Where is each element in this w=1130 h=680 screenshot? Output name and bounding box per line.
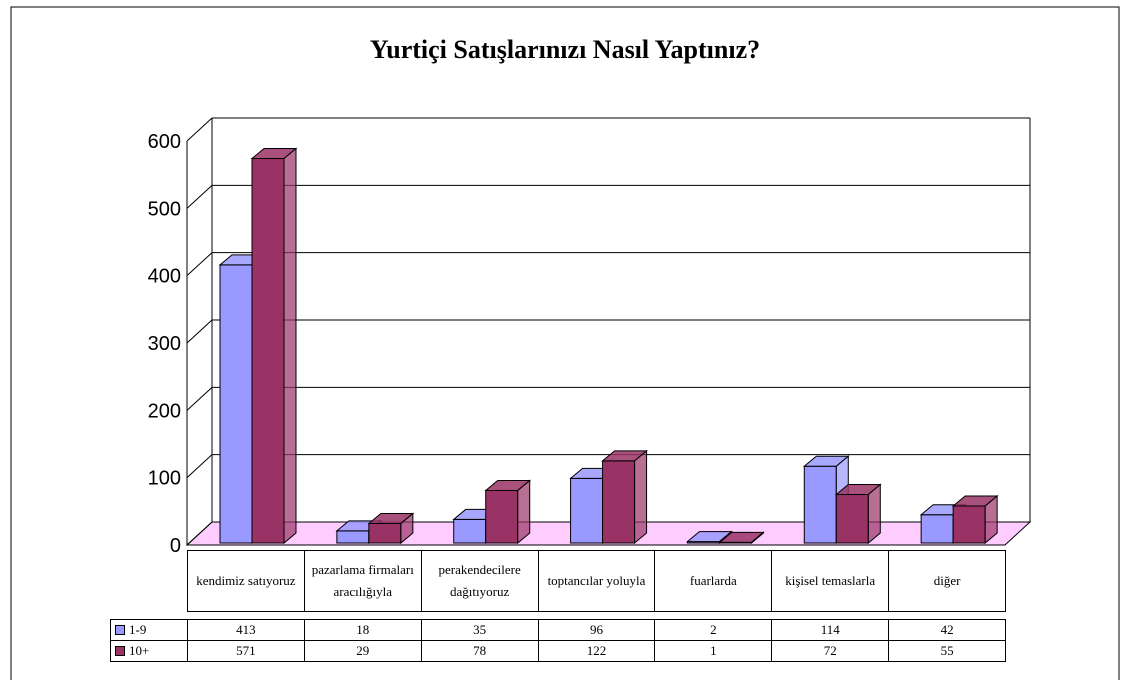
cell-text: pazarlama firmaları aracılığıyla	[311, 562, 414, 599]
y-tick-label: 100	[148, 468, 181, 490]
grid-line-side	[186, 319, 213, 344]
bar-front	[570, 477, 604, 544]
cell-text: 96	[589, 622, 603, 637]
bar-front	[251, 158, 285, 544]
cell-text: 571	[236, 643, 256, 658]
bar-front	[952, 505, 986, 544]
cell-text: 122	[586, 643, 607, 658]
y-tick-label: 0	[170, 535, 181, 557]
bar	[601, 449, 648, 545]
cell-text: 10+	[129, 643, 150, 658]
cell-text: 114	[820, 622, 840, 637]
legend-entry: 1-9	[110, 619, 188, 641]
cell-text: 1-9	[129, 622, 147, 637]
cell-text: 78	[473, 643, 487, 658]
grid-line-side	[186, 184, 213, 209]
bar-side	[400, 512, 414, 545]
cell-text: 1	[710, 643, 717, 658]
grid-line-side	[186, 386, 213, 411]
grid-line-side	[186, 521, 213, 546]
legend-key	[115, 646, 125, 656]
cell-text: 2	[710, 622, 717, 637]
bar	[250, 147, 298, 545]
cell-text: diğer	[933, 573, 961, 588]
category-label: perakendecilere dağıtıyoruz	[420, 550, 539, 612]
bar-front	[835, 494, 869, 544]
bar-front	[920, 514, 954, 544]
table-value: 413	[187, 619, 305, 641]
frame	[10, 6, 1120, 680]
table-value: 1	[654, 640, 773, 662]
bar-side	[517, 479, 531, 545]
bar-side	[634, 449, 648, 545]
cell-text: 55	[940, 643, 954, 658]
chart-title: Yurtiçi Satışlarınızı Nasıl Yaptınız?	[370, 35, 760, 64]
legend-entry: 10+	[110, 640, 188, 662]
table-value: 55	[888, 640, 1006, 662]
y-tick-label: 300	[148, 333, 181, 355]
bar	[718, 531, 765, 545]
bar-front	[602, 460, 636, 544]
y-tick-label: 600	[148, 131, 181, 153]
grid-line-side	[186, 117, 213, 142]
table-value: 72	[771, 640, 890, 662]
cell-text: 72	[823, 643, 837, 658]
category-label: pazarlama firmaları aracılığıyla	[303, 550, 422, 612]
bar-front	[219, 264, 253, 544]
table-value: 18	[303, 619, 422, 641]
bar	[367, 512, 415, 545]
bar-front	[453, 518, 487, 544]
cell-text: fuarlarda	[689, 573, 737, 588]
cell-text: 42	[940, 622, 954, 637]
bar-front	[368, 522, 402, 544]
table-value: 78	[420, 640, 539, 662]
cell-text: toptancılar yoluyla	[547, 573, 646, 588]
y-tick-label: 400	[148, 266, 181, 288]
cell-text: 413	[236, 622, 256, 637]
bar-front	[485, 489, 519, 544]
category-label: kişisel temaslarla	[771, 550, 890, 612]
category-label: toptancılar yoluyla	[537, 550, 656, 612]
category-label: diğer	[888, 550, 1006, 612]
y-tick-label: 200	[148, 400, 181, 422]
table-value: 35	[420, 619, 539, 641]
table-value: 114	[771, 619, 890, 641]
grid-line-side	[186, 252, 213, 277]
bar-side	[984, 494, 998, 545]
table-value: 571	[187, 640, 305, 662]
bar	[834, 483, 882, 545]
y-tick-label: 500	[148, 198, 181, 220]
cell-text: 35	[473, 622, 487, 637]
bar	[484, 479, 532, 545]
bar	[951, 494, 999, 545]
table-value: 122	[537, 640, 656, 662]
table-value: 96	[537, 619, 656, 641]
category-label: fuarlarda	[654, 550, 773, 612]
cell-text: 29	[356, 643, 370, 658]
bar-front	[336, 530, 370, 544]
bar-side	[867, 483, 881, 545]
bar-side	[750, 531, 764, 545]
bar-front	[803, 465, 837, 544]
cell-text: 18	[356, 622, 370, 637]
table-value: 2	[654, 619, 773, 641]
cell-text: perakendecilere dağıtıyoruz	[438, 562, 521, 599]
bar-side	[283, 147, 297, 545]
legend-key	[115, 625, 125, 635]
cell-text: kişisel temaslarla	[785, 573, 876, 588]
cell-text: kendimiz satıyoruz	[196, 573, 296, 588]
grid-line-side	[186, 454, 213, 479]
table-value: 29	[303, 640, 422, 662]
table-value: 42	[888, 619, 1006, 641]
category-label: kendimiz satıyoruz	[187, 550, 305, 612]
